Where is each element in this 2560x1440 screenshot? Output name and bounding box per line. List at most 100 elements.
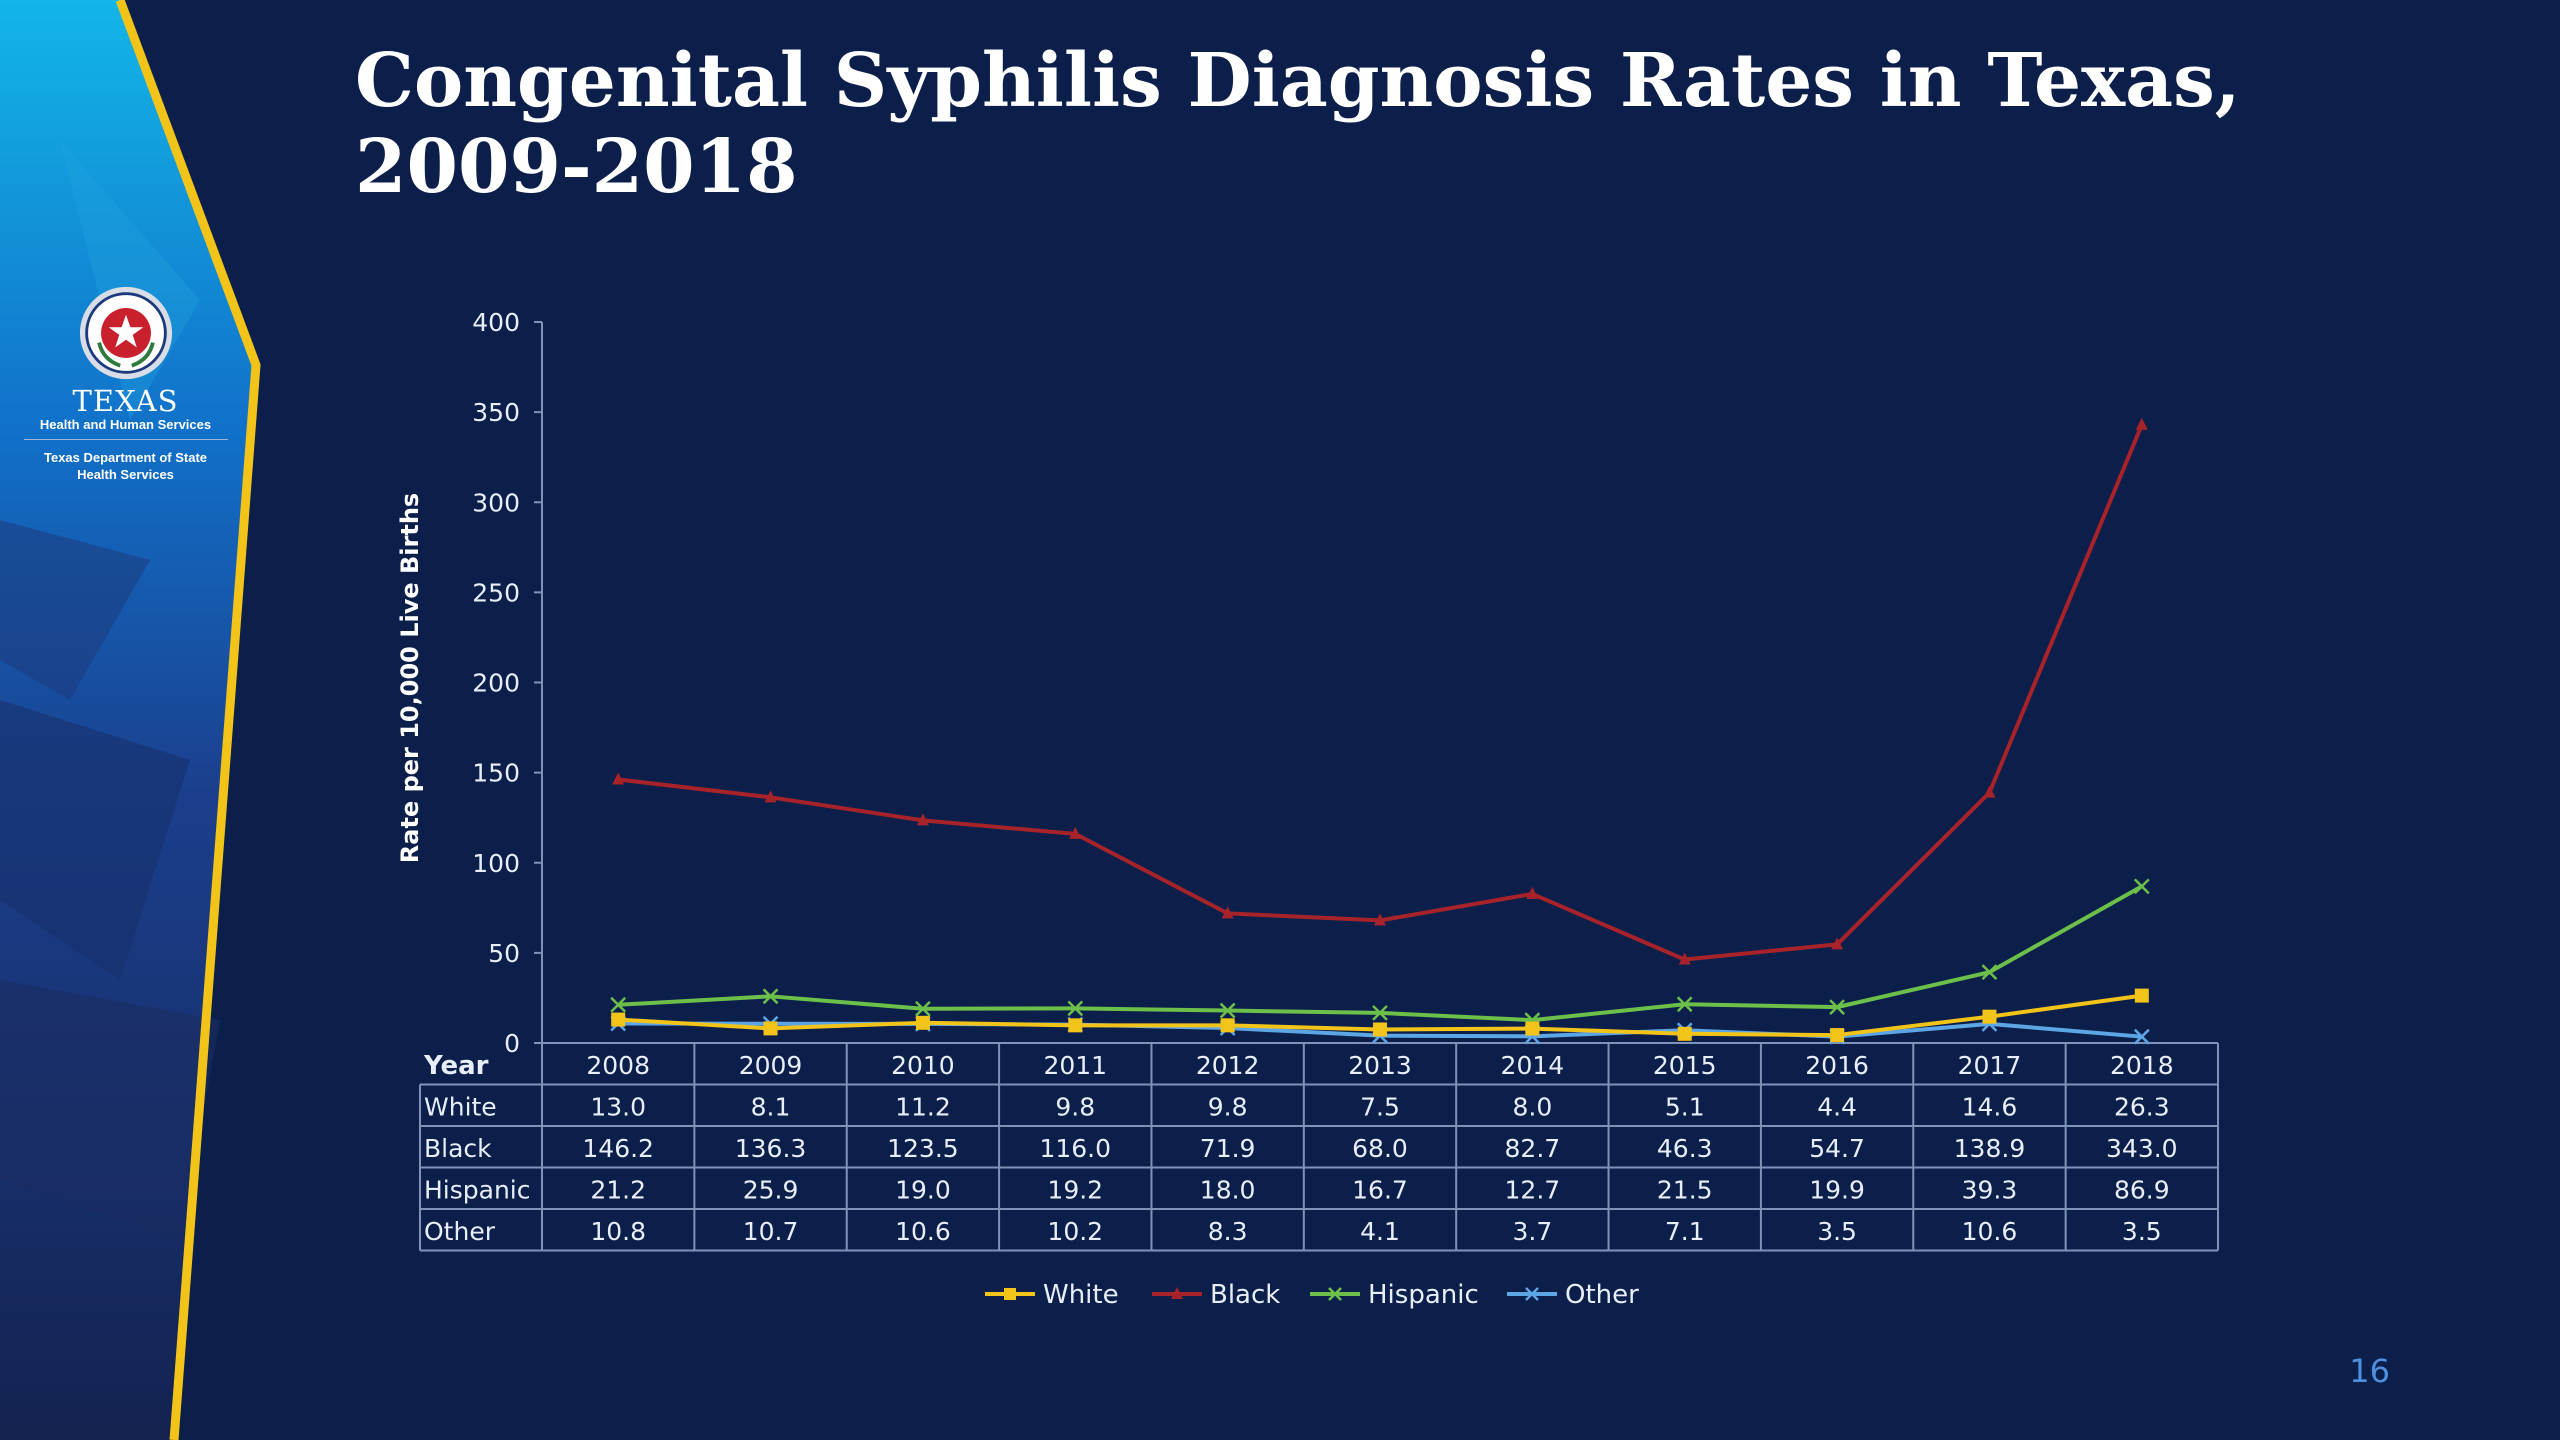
legend-marker-hispanic <box>1328 1287 1342 1301</box>
y-tick-label: 300 <box>472 488 520 517</box>
y-tick-label: 400 <box>472 308 520 337</box>
table-cell-value: 19.9 <box>1809 1176 1865 1205</box>
series-line-black <box>617 423 2144 962</box>
table-cell-value: 8.1 <box>751 1093 791 1122</box>
legend-label-hispanic: Hispanic <box>1368 1280 1479 1310</box>
table-cell-value: 4.4 <box>1817 1093 1857 1122</box>
table-cell-value: 12.7 <box>1505 1176 1561 1205</box>
data-point-black <box>1831 937 1844 950</box>
texas-seal-icon <box>79 286 172 380</box>
data-point-black <box>764 790 777 803</box>
table-cell-value: 116.0 <box>1039 1134 1111 1163</box>
table-cell-value: 39.3 <box>1962 1176 2018 1205</box>
table-cell-value: 25.9 <box>743 1176 799 1205</box>
data-point-black <box>1526 886 1539 899</box>
data-point-black <box>612 772 625 785</box>
data-point-hispanic <box>915 1000 931 1017</box>
table-header-year: Year <box>423 1051 489 1081</box>
slide-number: 16 <box>2349 1352 2390 1390</box>
table-cell-value: 3.5 <box>1817 1217 1857 1246</box>
x-category-label: 2016 <box>1805 1051 1869 1080</box>
table-cell-value: 7.5 <box>1360 1093 1400 1122</box>
legend-label-other: Other <box>1565 1280 1639 1310</box>
data-point-hispanic <box>1219 1002 1236 1019</box>
data-point-other <box>2133 1028 2150 1045</box>
y-tick-label: 150 <box>472 759 520 788</box>
table-cell-value: 3.7 <box>1512 1217 1552 1246</box>
table-cell-value: 4.1 <box>1360 1217 1400 1246</box>
logo-divider <box>23 439 228 440</box>
table-cell-value: 7.1 <box>1665 1217 1705 1246</box>
data-point-white <box>1373 1022 1387 1037</box>
table-cell-value: 16.7 <box>1352 1176 1408 1205</box>
y-tick-label: 250 <box>472 578 520 607</box>
table-cell-value: 46.3 <box>1657 1134 1713 1163</box>
logo-department: Texas Department of State Health Service… <box>43 450 208 482</box>
slide-title: Congenital Syphilis Diagnosis Rates in T… <box>355 38 2241 210</box>
table-cell-value: 5.1 <box>1665 1093 1705 1122</box>
data-point-hispanic <box>762 988 779 1005</box>
data-point-hispanic <box>2133 878 2150 895</box>
y-tick-label: 0 <box>504 1029 520 1058</box>
data-point-black <box>1069 826 1082 839</box>
legend-marker-black <box>1171 1287 1183 1299</box>
table-cell-value: 10.8 <box>590 1217 646 1246</box>
data-point-black <box>916 813 929 826</box>
table-cell-value: 8.0 <box>1512 1093 1552 1122</box>
data-point-white <box>915 1015 930 1030</box>
x-category-label: 2010 <box>891 1051 955 1080</box>
data-point-hispanic <box>1372 1005 1388 1021</box>
table-cell-value: 68.0 <box>1352 1134 1408 1163</box>
data-point-white <box>1220 1018 1235 1033</box>
y-tick-label: 350 <box>472 398 520 427</box>
table-cell-value: 10.2 <box>1047 1217 1103 1246</box>
table-row-label: Hispanic <box>424 1176 531 1205</box>
table-cell-value: 8.3 <box>1208 1217 1248 1246</box>
data-point-white <box>1068 1018 1083 1033</box>
x-category-label: 2018 <box>2110 1051 2174 1080</box>
y-tick-label: 50 <box>488 939 520 968</box>
data-point-black <box>1678 952 1691 965</box>
table-cell-value: 71.9 <box>1200 1134 1256 1163</box>
data-point-white <box>1525 1021 1540 1036</box>
x-category-label: 2017 <box>1958 1051 2022 1080</box>
x-category-label: 2008 <box>586 1051 650 1080</box>
legend-label-white: White <box>1043 1280 1119 1310</box>
data-point-black <box>2135 417 2148 430</box>
table-cell-value: 123.5 <box>887 1134 959 1163</box>
side-panel <box>0 0 261 1440</box>
data-point-hispanic <box>1981 964 1998 981</box>
data-point-black <box>1374 913 1386 926</box>
data-point-hispanic <box>1067 1000 1084 1017</box>
data-point-black <box>1221 906 1234 919</box>
table-cell-value: 10.6 <box>1962 1217 2018 1246</box>
data-point-hispanic <box>610 996 627 1013</box>
legend-marker-other <box>1525 1287 1539 1301</box>
data-point-white <box>1677 1026 1692 1041</box>
table-cell-value: 54.7 <box>1809 1134 1865 1163</box>
x-category-label: 2015 <box>1653 1051 1717 1080</box>
table-cell-value: 14.6 <box>1962 1093 2018 1122</box>
table-cell-value: 82.7 <box>1505 1134 1561 1163</box>
table-cell-value: 343.0 <box>2106 1134 2178 1163</box>
data-point-black <box>1983 785 1996 798</box>
legend-marker-white <box>1004 1288 1016 1300</box>
x-category-label: 2011 <box>1043 1051 1107 1080</box>
x-category-label: 2014 <box>1501 1051 1565 1080</box>
data-point-white <box>2134 988 2149 1003</box>
texas-hhs-logo: TEXAS Health and Human Services Texas De… <box>18 285 233 483</box>
table-cell-value: 9.8 <box>1208 1093 1248 1122</box>
data-point-white <box>1830 1028 1845 1043</box>
chart-body: 0 50 100 150 200 250 300 350 400 Year 2008 2009 2010… <box>419 308 2219 1310</box>
table-cell-value: 146.2 <box>582 1134 654 1163</box>
table-cell-value: 10.6 <box>895 1217 951 1246</box>
data-point-white <box>763 1021 778 1036</box>
table-cell-value: 18.0 <box>1200 1176 1256 1205</box>
table-cell-value: 21.5 <box>1657 1176 1713 1205</box>
table-cell-value: 86.9 <box>2114 1176 2170 1205</box>
data-point-white <box>1982 1009 1997 1024</box>
table-cell-value: 13.0 <box>590 1093 646 1122</box>
logo-subtitle: Health and Human Services <box>39 417 212 432</box>
data-point-hispanic <box>1829 999 1845 1016</box>
